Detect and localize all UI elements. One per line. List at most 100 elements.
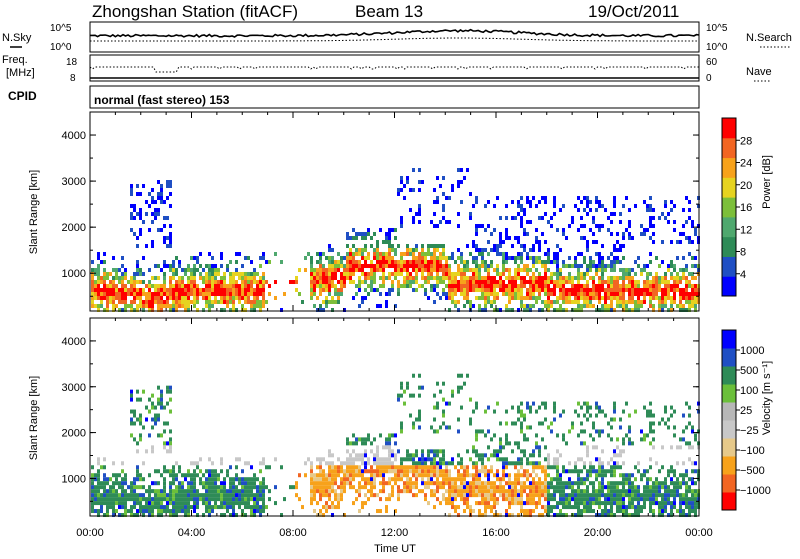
velocity-cell xyxy=(364,461,367,466)
velocity-cell xyxy=(157,493,160,498)
power-cell xyxy=(556,268,559,272)
power-cell xyxy=(361,264,364,268)
velocity-cell xyxy=(595,445,598,450)
power-cell xyxy=(691,288,694,292)
velocity-cell xyxy=(511,497,514,502)
velocity-cell xyxy=(694,481,697,486)
velocity-cell xyxy=(436,477,439,482)
velocity-cell xyxy=(676,493,679,498)
velocity-cell xyxy=(397,465,400,470)
power-cell xyxy=(442,192,445,196)
power-cell xyxy=(547,284,550,288)
velocity-cell xyxy=(538,449,541,454)
power-cell xyxy=(358,280,361,284)
velocity-cell xyxy=(340,465,343,470)
power-cell xyxy=(211,268,214,272)
power-cell xyxy=(94,288,97,292)
power-cell xyxy=(124,272,127,276)
velocity-cell xyxy=(538,405,541,410)
power-cell xyxy=(481,252,484,256)
power-cell xyxy=(208,296,211,300)
power-cell xyxy=(139,212,142,216)
velocity-cell xyxy=(421,457,424,462)
velocity-cell xyxy=(544,445,547,450)
power-cell xyxy=(130,212,133,216)
power-cell xyxy=(439,260,442,264)
power-cell xyxy=(184,268,187,272)
power-cell xyxy=(220,288,223,292)
velocity-cell xyxy=(622,513,625,518)
velocity-cell xyxy=(460,497,463,502)
power-cell xyxy=(403,276,406,280)
power-cell xyxy=(247,292,250,296)
velocity-cell xyxy=(556,485,559,490)
power-cell xyxy=(475,228,478,232)
power-cell xyxy=(556,284,559,288)
velocity-cell xyxy=(691,497,694,502)
power-cell xyxy=(517,212,520,216)
velocity-cell xyxy=(460,405,463,410)
velocity-cell xyxy=(574,469,577,474)
power-cell xyxy=(115,288,118,292)
velocity-cell xyxy=(247,489,250,494)
power-cell xyxy=(100,300,103,304)
velocity-cell xyxy=(670,501,673,506)
velocity-cell xyxy=(388,457,391,462)
velocity-cell xyxy=(490,509,493,514)
velocity-cell xyxy=(610,513,613,518)
velocity-cell xyxy=(448,401,451,406)
power-cell xyxy=(361,236,364,240)
power-cell xyxy=(667,284,670,288)
velocity-cell xyxy=(691,461,694,466)
velocity-cell xyxy=(649,477,652,482)
velocity-cell xyxy=(586,449,589,454)
power-cell xyxy=(646,264,649,268)
power-cell xyxy=(463,176,466,180)
velocity-cell xyxy=(232,489,235,494)
power-cell xyxy=(136,236,139,240)
velocity-cell xyxy=(619,465,622,470)
velocity-cell xyxy=(661,501,664,506)
velocity-cell xyxy=(208,457,211,462)
power-cell xyxy=(652,280,655,284)
power-cell xyxy=(196,308,199,312)
power-cell xyxy=(658,308,661,312)
velocity-cell xyxy=(544,417,547,422)
power-cell xyxy=(199,292,202,296)
power-cell xyxy=(586,300,589,304)
power-cell xyxy=(457,184,460,188)
velocity-cell xyxy=(163,485,166,490)
velocity-cell xyxy=(328,477,331,482)
velocity-cell xyxy=(151,513,154,518)
velocity-cell xyxy=(433,449,436,454)
velocity-cell xyxy=(208,473,211,478)
power-cell xyxy=(139,192,142,196)
power-cell xyxy=(583,296,586,300)
power-cell xyxy=(346,260,349,264)
velocity-cell xyxy=(586,453,589,458)
power-cell xyxy=(574,288,577,292)
power-cell xyxy=(361,252,364,256)
power-cell xyxy=(367,272,370,276)
velocity-cell xyxy=(604,469,607,474)
power-cell xyxy=(586,248,589,252)
power-cell xyxy=(106,284,109,288)
velocity-cell xyxy=(328,485,331,490)
power-cell xyxy=(379,276,382,280)
power-cell xyxy=(472,256,475,260)
power-cell xyxy=(109,296,112,300)
power-cell xyxy=(151,284,154,288)
power-cell xyxy=(94,292,97,296)
velocity-cell xyxy=(139,493,142,498)
power-cell xyxy=(334,264,337,268)
power-cell xyxy=(649,300,652,304)
velocity-cell xyxy=(391,465,394,470)
velocity-cell xyxy=(478,469,481,474)
power-cell xyxy=(541,300,544,304)
velocity-cell xyxy=(310,485,313,490)
power-cell xyxy=(613,292,616,296)
velocity-cell xyxy=(223,501,226,506)
power-cell xyxy=(373,264,376,268)
velocity-cell xyxy=(670,493,673,498)
power-cell xyxy=(403,268,406,272)
